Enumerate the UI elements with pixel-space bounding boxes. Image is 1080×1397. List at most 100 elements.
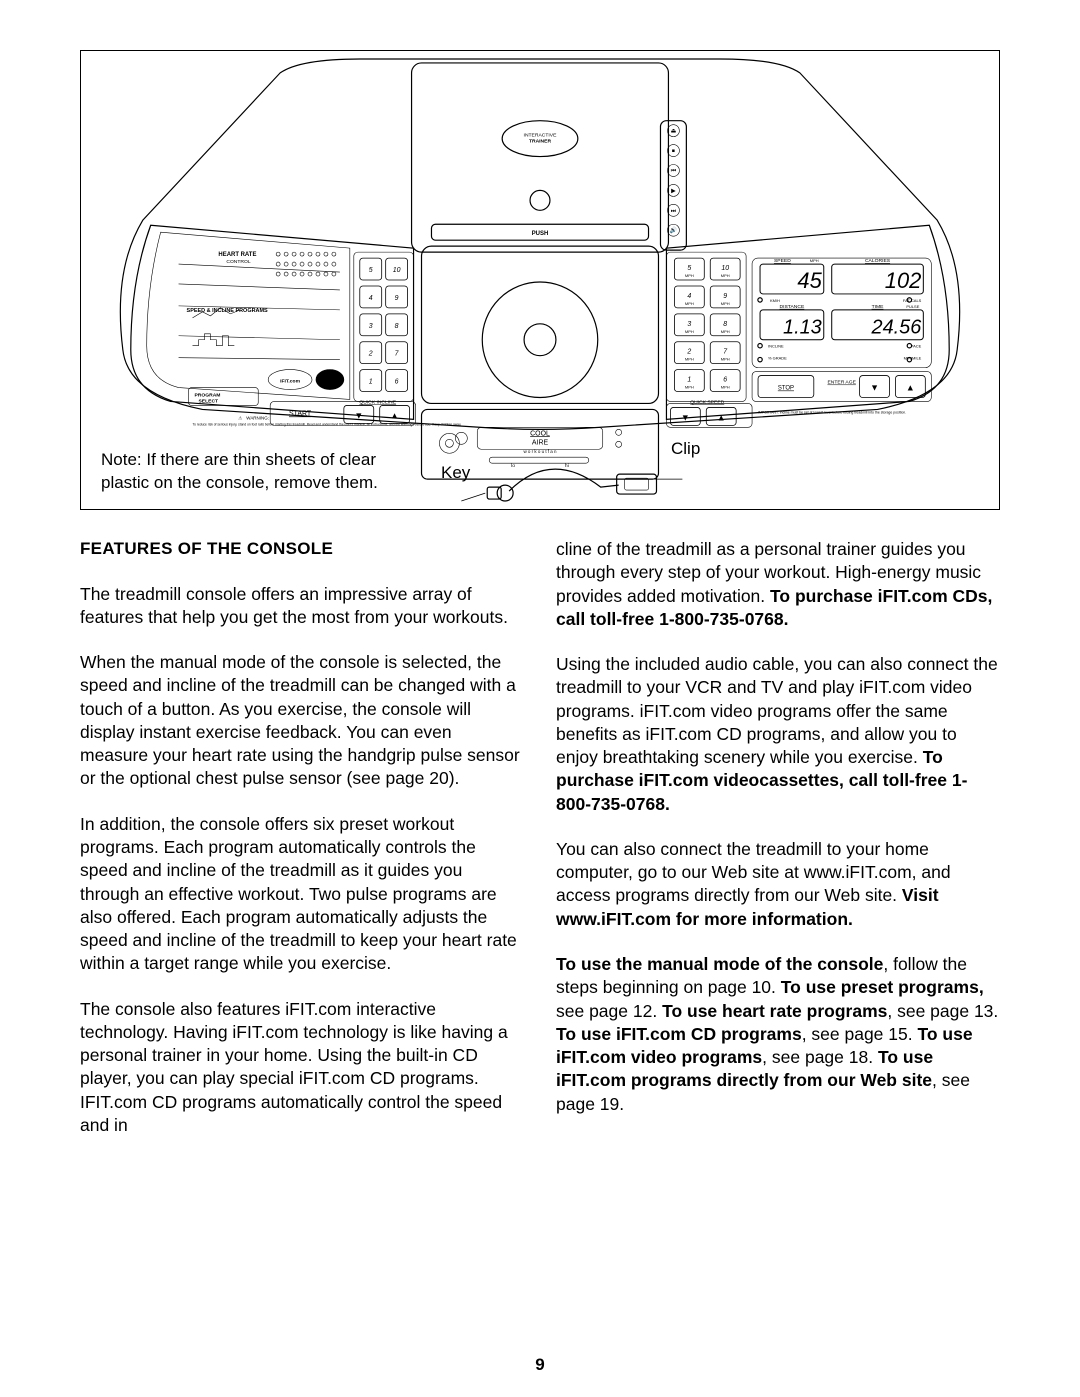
mph-l2: MPH	[721, 273, 730, 278]
p7-s3p: , see page 13.	[887, 1001, 998, 1021]
quick-incline-label: QUICK INCLINE	[359, 399, 396, 405]
r-key-4[interactable]: 4	[687, 293, 691, 300]
p7-s2p: see page 12.	[556, 1001, 662, 1021]
disp-pace-label: PACE	[911, 344, 922, 349]
mph-l1: MPH	[685, 273, 694, 278]
figure-inline-labels: Key Clip	[431, 435, 979, 495]
cd-stop-icon[interactable]: ⏹	[672, 149, 675, 155]
trainer-badge-l1: INTERACTIVE	[524, 133, 558, 139]
p7-s1b: To use the manual mode of the console	[556, 954, 883, 974]
disp-pulse-label: PULSE	[906, 304, 919, 309]
para-3: In addition, the console offers six pres…	[80, 813, 524, 976]
disp-dist-value: 1.13	[783, 317, 822, 339]
left-key-6[interactable]: 6	[395, 379, 399, 386]
left-key-7[interactable]: 7	[395, 351, 400, 358]
program-select-l1: PROGRAM	[195, 392, 221, 398]
age-up-icon[interactable]: ▲	[906, 383, 915, 393]
r-key-7[interactable]: 7	[723, 349, 728, 356]
disp-dist-label: DISTANCE	[780, 304, 805, 310]
important-note: IMPORTANT: Incline must be set at lowest…	[758, 410, 906, 414]
left-key-1[interactable]: 1	[369, 379, 373, 386]
disp-cal-label: CALORIES	[865, 258, 891, 264]
heart-rate-label: HEART RATE	[218, 252, 256, 258]
mph-l10: MPH	[721, 385, 730, 390]
cd-next-icon[interactable]: ⏭	[671, 208, 677, 214]
figure-note: Note: If there are thin sheets of clear …	[101, 449, 421, 495]
cd-prev-icon[interactable]: ⏮	[671, 168, 677, 174]
disp-speed-label: SPEED	[774, 258, 791, 264]
manual-page: INTERACTIVE TRAINER PUSH COOL AIRE w o r…	[0, 0, 1080, 1397]
program-select-l2: SELECT	[198, 398, 218, 404]
r-key-1[interactable]: 1	[687, 377, 691, 384]
para-1: The treadmill console offers an impressi…	[80, 583, 524, 630]
para-6-plain: You can also connect the treadmill to yo…	[556, 839, 951, 906]
mph-l4: MPH	[721, 301, 730, 306]
mph-l6: MPH	[721, 329, 730, 334]
section-heading: FEATURES OF THE CONSOLE	[80, 538, 524, 561]
r-key-2[interactable]: 2	[686, 349, 691, 356]
disp-pace-unit: MIN/MILE	[904, 356, 922, 361]
p7-s4b: To use iFIT.com CD programs	[556, 1024, 802, 1044]
disp-cal-value: 102	[885, 268, 922, 293]
mph-l3: MPH	[685, 301, 694, 306]
cd-eject-icon[interactable]: ⏏	[671, 129, 677, 135]
warning-heading-text: WARNING:	[246, 415, 269, 420]
r-key-5[interactable]: 5	[687, 265, 691, 272]
speed-up-icon[interactable]: ▲	[717, 412, 726, 422]
left-key-10[interactable]: 10	[393, 267, 401, 274]
speed-down-icon[interactable]: ▼	[681, 412, 690, 422]
para-4a: The console also features iFIT.com inter…	[80, 998, 524, 1138]
clip-label: Clip	[671, 439, 700, 459]
left-key-5[interactable]: 5	[369, 267, 373, 274]
p7-s3b: To use heart rate programs	[662, 1001, 887, 1021]
cd-play-icon[interactable]: ▶	[671, 188, 676, 194]
left-key-9[interactable]: 9	[395, 295, 399, 302]
stop-button-label[interactable]: STOP	[778, 386, 794, 392]
quick-speed-label: QUICK SPEED	[690, 399, 724, 405]
para-5: Using the included audio cable, you can …	[556, 653, 1000, 816]
left-key-3[interactable]: 3	[369, 323, 373, 330]
left-key-2[interactable]: 2	[368, 351, 373, 358]
r-key-3[interactable]: 3	[687, 321, 691, 328]
key-label: Key	[441, 463, 470, 483]
r-key-9[interactable]: 9	[723, 293, 727, 300]
para-6: You can also connect the treadmill to yo…	[556, 838, 1000, 931]
page-number: 9	[0, 1355, 1080, 1375]
mph-l9: MPH	[685, 385, 694, 390]
disp-speed-value: 45	[797, 268, 822, 293]
disp-time-label: TIME	[872, 304, 885, 310]
p7-s2b: To use preset programs,	[781, 977, 984, 997]
para-2: When the manual mode of the console is s…	[80, 651, 524, 791]
ifit-label: iFIT.com	[280, 379, 300, 385]
para-4b: cline of the treadmill as a personal tra…	[556, 538, 1000, 631]
warning-heading: ⚠	[238, 415, 242, 420]
disp-speed-unit: MPH	[810, 258, 819, 263]
mph-l5: MPH	[685, 329, 694, 334]
console-figure: INTERACTIVE TRAINER PUSH COOL AIRE w o r…	[80, 50, 1000, 510]
incline-up-icon[interactable]: ▲	[390, 410, 399, 420]
trainer-badge-l2: TRAINER	[529, 139, 551, 145]
disp-incline-l2: % GRADE	[768, 356, 787, 361]
warning-body: To reduce risk of serious injury, stand …	[193, 422, 462, 426]
body-text: FEATURES OF THE CONSOLE The treadmill co…	[80, 538, 1000, 1138]
start-button-label[interactable]: START	[289, 410, 312, 417]
r-key-8[interactable]: 8	[723, 321, 727, 328]
disp-time-value: 24.56	[871, 317, 923, 339]
speed-incline-programs-label: SPEED & INCLINE PROGRAMS	[187, 308, 268, 314]
cd-vol-icon[interactable]: 🔊	[670, 226, 678, 234]
control-label: CONTROL	[226, 259, 251, 265]
r-key-10[interactable]: 10	[721, 265, 729, 272]
mph-l8: MPH	[721, 357, 730, 362]
age-down-icon[interactable]: ▼	[870, 383, 879, 393]
enter-age-label: ENTER AGE	[827, 380, 856, 386]
disp-kmh: KM/H	[770, 298, 780, 303]
push-label: PUSH	[532, 231, 549, 237]
p7-s5p: , see page 18.	[762, 1047, 878, 1067]
incline-down-icon[interactable]: ▼	[354, 410, 363, 420]
left-key-4[interactable]: 4	[369, 295, 373, 302]
left-key-8[interactable]: 8	[395, 323, 399, 330]
disp-fatcals: FAT CALS	[903, 298, 922, 303]
r-key-6[interactable]: 6	[723, 377, 727, 384]
disp-incline-l1: INCLINE	[768, 344, 784, 349]
mph-l7: MPH	[685, 357, 694, 362]
